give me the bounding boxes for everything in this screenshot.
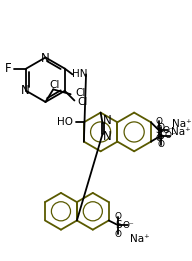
Text: O⁻: O⁻ xyxy=(162,126,174,134)
Text: O⁻: O⁻ xyxy=(164,131,176,140)
Text: HN: HN xyxy=(73,69,88,79)
Text: N: N xyxy=(103,114,112,127)
Text: N: N xyxy=(103,130,112,143)
Text: O: O xyxy=(155,117,162,126)
Text: N: N xyxy=(41,52,50,65)
Text: S: S xyxy=(155,125,162,135)
Text: F: F xyxy=(4,62,11,75)
Text: O: O xyxy=(155,134,162,143)
Text: S: S xyxy=(157,131,164,141)
Text: O⁻: O⁻ xyxy=(122,221,134,230)
Text: Na⁺: Na⁺ xyxy=(171,127,191,137)
Text: Na⁺: Na⁺ xyxy=(172,119,192,129)
Text: S: S xyxy=(115,220,122,230)
Text: Cl: Cl xyxy=(49,80,59,90)
Text: Cl: Cl xyxy=(75,88,85,98)
Text: O: O xyxy=(157,140,164,149)
Text: HO: HO xyxy=(56,117,73,127)
Text: Cl: Cl xyxy=(77,97,87,108)
Text: O: O xyxy=(157,123,164,132)
Text: O: O xyxy=(115,212,122,221)
Text: N: N xyxy=(21,84,30,97)
Text: O: O xyxy=(115,229,122,239)
Text: Na⁺: Na⁺ xyxy=(130,234,150,244)
